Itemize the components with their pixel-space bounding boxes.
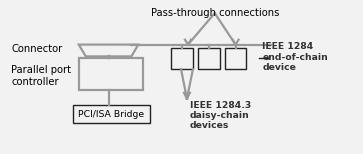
Text: IEEE 1284
end-of-chain
device: IEEE 1284 end-of-chain device (262, 43, 328, 72)
Bar (79, 58, 143, 90)
Bar (73, 105, 150, 123)
Bar (171, 48, 193, 69)
Bar (198, 48, 220, 69)
Text: PCI/ISA Bridge: PCI/ISA Bridge (78, 110, 144, 119)
Text: Connector: Connector (11, 44, 62, 54)
Text: IEEE 1284.3
daisy-chain
devices: IEEE 1284.3 daisy-chain devices (190, 101, 251, 130)
Text: Parallel port
controller: Parallel port controller (11, 65, 71, 87)
Bar (225, 48, 246, 69)
Text: Pass-through connections: Pass-through connections (151, 8, 279, 18)
